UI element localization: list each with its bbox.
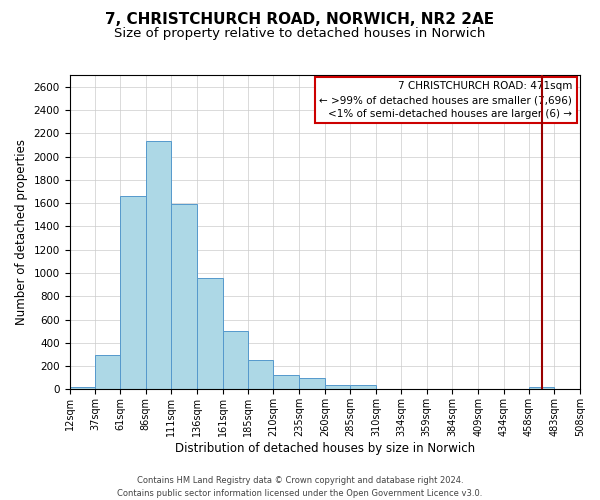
Text: Size of property relative to detached houses in Norwich: Size of property relative to detached ho… — [115, 28, 485, 40]
Bar — [401, 389, 427, 390]
Bar — [504, 389, 529, 390]
Text: 7, CHRISTCHURCH ROAD, NORWICH, NR2 2AE: 7, CHRISTCHURCH ROAD, NORWICH, NR2 2AE — [106, 12, 494, 28]
Bar — [350, 386, 376, 390]
Bar — [478, 389, 504, 390]
Text: 7 CHRISTCHURCH ROAD: 471sqm
← >99% of detached houses are smaller (7,696)
<1% of: 7 CHRISTCHURCH ROAD: 471sqm ← >99% of de… — [319, 82, 572, 120]
X-axis label: Distribution of detached houses by size in Norwich: Distribution of detached houses by size … — [175, 442, 475, 455]
Bar — [223, 330, 248, 390]
Text: Contains HM Land Registry data © Crown copyright and database right 2024.
Contai: Contains HM Land Registry data © Crown c… — [118, 476, 482, 498]
Bar — [529, 387, 554, 390]
Bar — [452, 389, 478, 390]
Bar — [146, 142, 172, 390]
Bar — [248, 360, 274, 390]
Bar — [120, 196, 146, 390]
Y-axis label: Number of detached properties: Number of detached properties — [15, 139, 28, 325]
Bar — [427, 389, 452, 390]
Bar — [376, 389, 401, 390]
Bar — [274, 375, 299, 390]
Bar — [95, 355, 120, 390]
Bar — [299, 378, 325, 390]
Bar — [172, 204, 197, 390]
Bar — [554, 389, 580, 390]
Bar — [70, 387, 95, 390]
Bar — [197, 278, 223, 390]
Bar — [325, 386, 350, 390]
